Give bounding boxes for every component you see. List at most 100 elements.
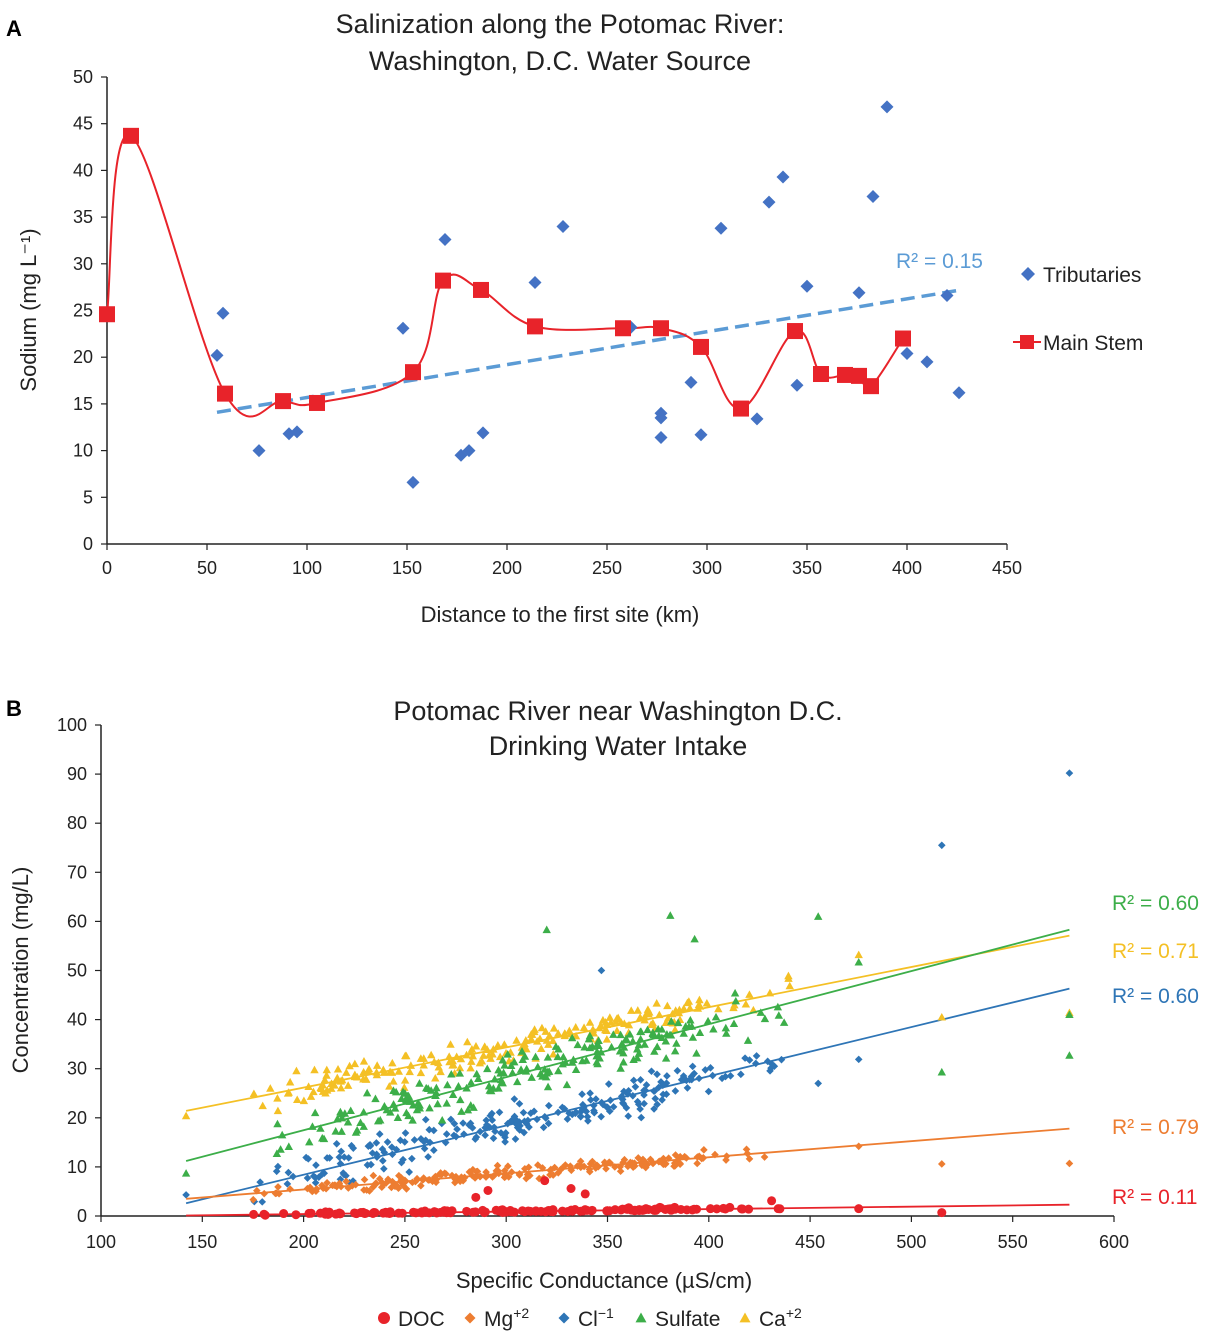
chart-b-point-sulfate — [442, 1099, 451, 1107]
chart-b-point-mg — [585, 1167, 594, 1176]
chart-b-point-cl — [495, 1108, 504, 1117]
chart-b-point-sulfate — [661, 1054, 671, 1062]
chart-b-point-cl — [335, 1153, 344, 1161]
chart-b-point-sulfate — [695, 1028, 705, 1037]
chart-b-point-cl — [752, 1052, 761, 1060]
chart-b-point-cl — [429, 1126, 438, 1135]
chart-b-legend: DOC Mg+2 Cl−1 Sulfate Ca+2 — [378, 1305, 802, 1331]
chart-b-point-cl — [563, 1115, 572, 1123]
chart-b-point-cl — [311, 1178, 320, 1187]
chart-b-point-sulfate — [474, 1074, 483, 1082]
chart-a-x-tick-label: 50 — [197, 558, 217, 578]
chart-a-tributary-point — [290, 425, 304, 439]
chart-b-point-cl — [629, 1076, 638, 1085]
chart-b-point-mg — [760, 1153, 769, 1161]
chart-b-point-sulfate — [673, 1018, 683, 1027]
chart-b-point-mg — [384, 1175, 392, 1184]
chart-b-point-cl — [683, 1084, 692, 1092]
chart-b-point-sulfate — [634, 1040, 644, 1049]
chart-a-tributary-point — [714, 221, 728, 235]
chart-b-point-ca — [602, 1020, 612, 1028]
chart-b-point-ca — [484, 1050, 494, 1059]
chart-a-ticks: 0 50 100 150 200 250 300 350 400 450 0 5 10 15 20 25 30 3… — [73, 67, 1022, 578]
chart-a-tributary-point — [252, 444, 266, 458]
chart-b-point-doc — [358, 1207, 368, 1217]
chart-b-point-sulfate — [582, 1056, 591, 1064]
chart-b-point-mg — [534, 1161, 542, 1169]
chart-b-point-ca — [784, 974, 793, 982]
chart-b-point-ca — [663, 1001, 672, 1010]
chart-b-point-ca — [545, 1031, 554, 1040]
chart-b-point-cl — [380, 1165, 388, 1173]
chart-b-point-cl — [372, 1139, 381, 1147]
chart-b-point-mg — [559, 1163, 567, 1172]
chart-b-point-ca — [388, 1058, 397, 1067]
chart-b-point-mg — [521, 1165, 529, 1173]
chart-a-x-tick-label: 400 — [892, 558, 922, 578]
chart-b-point-sulfate — [619, 1048, 628, 1057]
chart-b-point-ca — [284, 1088, 293, 1096]
chart-b-point-sulfate — [721, 1023, 731, 1032]
chart-b-point-cl — [737, 1070, 745, 1079]
chart-a-y-tick-label: 5 — [83, 487, 93, 507]
chart-b-point-sulfate — [318, 1133, 327, 1142]
chart-b-point-sulfate — [463, 1105, 473, 1114]
chart-b-point-sulfate — [585, 1031, 595, 1040]
chart-b-point-sulfate — [760, 1014, 770, 1023]
chart-b-point-ca — [316, 1083, 325, 1092]
chart-b-point-cl — [604, 1080, 613, 1088]
chart-b-point-sulfate — [489, 1084, 498, 1092]
chart-b-point-cl — [453, 1125, 461, 1133]
chart-b-point-ca — [299, 1096, 309, 1105]
chart-b-title-line2: Drinking Water Intake — [489, 731, 748, 761]
chart-b-point-ca — [293, 1095, 302, 1103]
chart-b-trendline-doc — [186, 1203, 1070, 1217]
chart-b-point-cl — [481, 1131, 489, 1139]
chart-b-point-sulfate — [554, 1066, 563, 1075]
chart-b-point-sulfate — [545, 1067, 554, 1075]
chart-b-series-cl — [182, 769, 1074, 1206]
chart-b-title-line1: Potomac River near Washington D.C. — [393, 696, 842, 726]
chart-b-point-sulfate — [729, 1019, 739, 1028]
chart-b-trend-label-doc: R² = 0.11 — [1112, 1186, 1197, 1209]
chart-b-point-cl — [182, 1191, 190, 1199]
chart-b-point-sulfate — [316, 1124, 325, 1132]
chart-b-point-cl — [401, 1129, 410, 1137]
chart-b-point-sulfate — [692, 1049, 701, 1057]
chart-b-point-sulfate — [667, 1017, 676, 1025]
chart-b-point-sulfate — [580, 1042, 589, 1051]
chart-b-point-sulfate — [373, 1116, 383, 1125]
chart-a-tributary-point — [684, 375, 698, 389]
chart-b-point-sulfate — [653, 1024, 663, 1033]
chart-a-tributary-point — [438, 233, 452, 247]
chart-b-point-sulfate — [457, 1107, 466, 1115]
chart-b-point-mg — [616, 1167, 625, 1176]
chart-b-point-ca — [434, 1058, 443, 1067]
chart-b-point-cl — [399, 1155, 407, 1164]
chart-b-point-cl — [336, 1175, 345, 1184]
chart-b-point-mg — [387, 1183, 396, 1192]
chart-b-point-ca — [585, 1018, 595, 1026]
chart-b-point-sulfate — [516, 1065, 526, 1073]
chart-b-trend-labels: R² = 0.11 R² = 0.79 R² = 0.60 R² = 0.60 R² =… — [1112, 892, 1199, 1209]
chart-b-point-ca — [493, 1040, 503, 1049]
chart-b-point-cl — [590, 1108, 599, 1117]
chart-b-point-cl — [312, 1161, 320, 1169]
chart-b-point-sulfate — [594, 1041, 603, 1049]
chart-b-point-sulfate — [558, 1059, 567, 1068]
chart-a-main-stem-point — [405, 364, 421, 381]
chart-b-point-sulfate — [722, 1029, 731, 1037]
chart-b-point-mg — [360, 1175, 369, 1184]
chart-b-point-ca — [350, 1059, 360, 1068]
chart-b-y-axis-label: Concentration (mg/L) — [8, 867, 33, 1074]
chart-b-point-ca — [249, 1089, 259, 1098]
chart-b-point-sulfate — [404, 1111, 413, 1120]
chart-b-point-cl — [636, 1076, 645, 1084]
chart-b-x-tick-label: 150 — [187, 1232, 217, 1252]
chart-b-point-ca — [589, 1028, 599, 1037]
chart-b-point-ca — [309, 1087, 318, 1096]
chart-a-main-stem-point — [733, 400, 749, 417]
chart-b-point-sulfate — [690, 934, 699, 943]
chart-b-point-ca — [345, 1061, 354, 1070]
chart-b-point-cl — [311, 1173, 320, 1182]
